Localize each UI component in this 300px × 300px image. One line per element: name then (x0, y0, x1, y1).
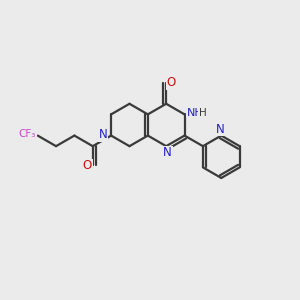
Text: H: H (199, 108, 207, 118)
Text: CF₃: CF₃ (19, 129, 36, 139)
Text: O: O (167, 76, 176, 89)
Text: N: N (215, 123, 224, 136)
Text: N: N (98, 128, 107, 142)
Text: NH: NH (187, 108, 203, 118)
Text: N: N (163, 146, 172, 159)
Text: O: O (83, 159, 92, 172)
